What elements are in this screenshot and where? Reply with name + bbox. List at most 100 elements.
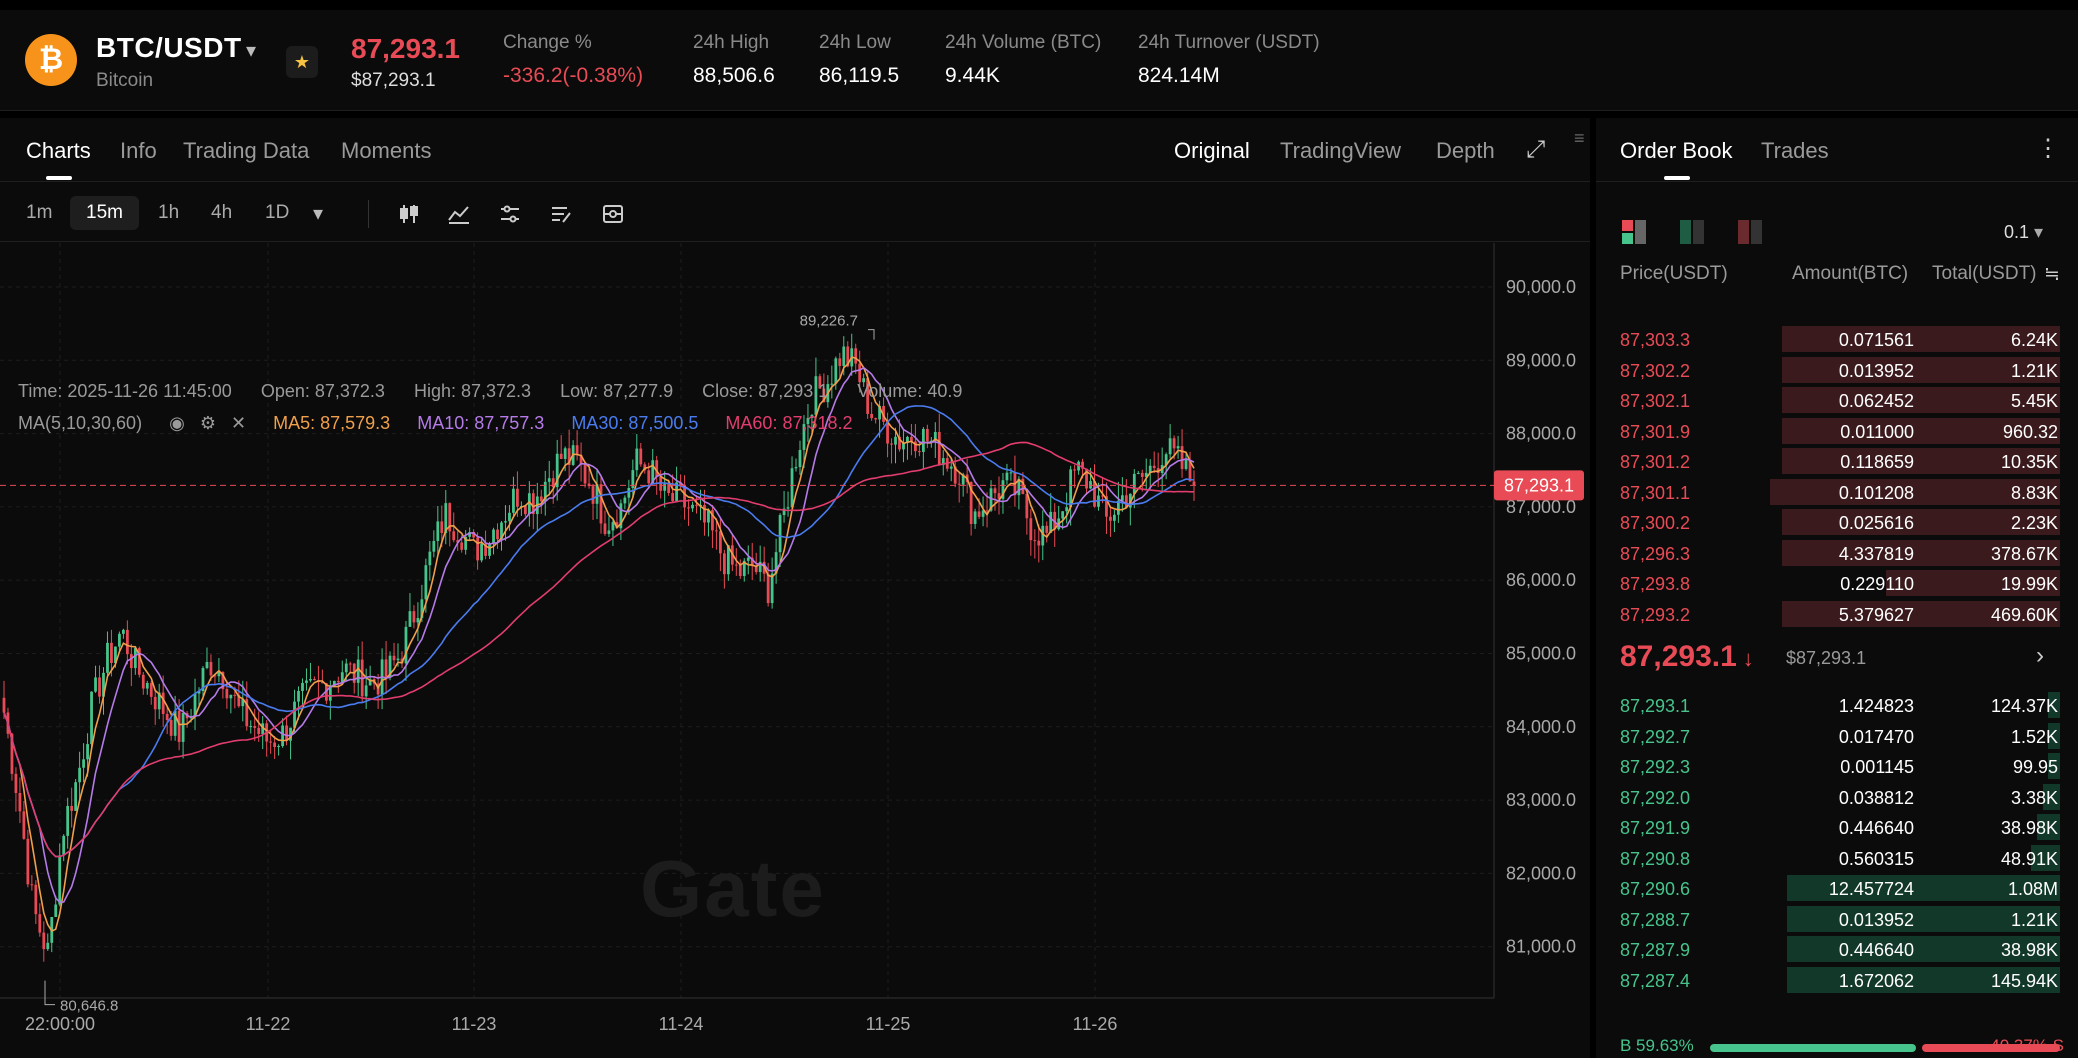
- bid-row[interactable]: 87,291.9 0.446640 38.98K: [1596, 812, 2078, 842]
- total-toggle-icon[interactable]: ≒: [2044, 264, 2060, 285]
- bid-total: 124.37K: [1990, 696, 2058, 716]
- candlestick-chart[interactable]: 90,000.0 89,000.0 88,000.0 87,000.0 86,000.0…: [0, 243, 1590, 1058]
- bid-row[interactable]: 87,290.6 12.457724 1.08M: [1596, 873, 2078, 903]
- tab-info[interactable]: Info: [120, 138, 157, 163]
- tab-charts[interactable]: Charts: [26, 138, 91, 163]
- chevron-right-icon[interactable]: ›: [2036, 642, 2044, 669]
- caret-down-icon[interactable]: ▾: [246, 40, 257, 62]
- candle-body: [94, 677, 97, 692]
- price-chart[interactable]: 90,000.0 89,000.0 88,000.0 87,000.0 86,000.0…: [0, 243, 1590, 1058]
- candle-body: [161, 692, 165, 714]
- bid-amount: 0.038812: [1838, 787, 1914, 808]
- candle-body: [157, 692, 161, 710]
- bid-row[interactable]: 87,287.9 0.446640 38.98K: [1596, 934, 2078, 964]
- fullscreen-icon[interactable]: ⤢: [1526, 136, 1546, 163]
- candle-body: [26, 838, 30, 885]
- candle-body: [181, 713, 185, 742]
- candle-body: [818, 376, 822, 389]
- candle-body: [46, 942, 50, 950]
- candle-body: [814, 376, 818, 415]
- timeframe-15m[interactable]: 15m: [70, 196, 139, 230]
- candle-body: [822, 388, 826, 403]
- candle-body: [726, 545, 730, 575]
- candle-body: [153, 696, 157, 710]
- ask-row[interactable]: 87,303.3 0.071561 6.24K: [1596, 324, 2078, 354]
- candle-body: [408, 611, 412, 627]
- bid-row[interactable]: 87,290.8 0.560315 48.91K: [1596, 843, 2078, 873]
- tab-trades[interactable]: Trades: [1761, 138, 1829, 163]
- candle-body: [428, 551, 432, 566]
- ask-row[interactable]: 87,301.2 0.118659 10.35K: [1596, 446, 2078, 476]
- pair-selector[interactable]: BTC/USDT: [96, 32, 242, 63]
- ask-row[interactable]: 87,296.3 4.337819 378.67K: [1596, 538, 2078, 568]
- candle-body: [58, 855, 62, 905]
- mid-price: 87,293.1 ↓: [1620, 640, 1754, 674]
- tab-tradingview[interactable]: TradingView: [1280, 138, 1402, 163]
- bid-row[interactable]: 87,292.3 0.001145 99.95: [1596, 751, 2078, 781]
- close-icon[interactable]: ✕: [230, 413, 247, 433]
- bid-row[interactable]: 87,288.7 0.013952 1.21K: [1596, 904, 2078, 934]
- candle-body: [177, 710, 181, 742]
- tab-original[interactable]: Original: [1174, 138, 1250, 163]
- eye-icon[interactable]: ◉: [169, 413, 185, 433]
- more-options-icon[interactable]: ⋮: [2036, 135, 2060, 162]
- candle-body: [997, 493, 1001, 499]
- y-tick-label: 88,000.0: [1506, 424, 1576, 444]
- candle-body: [834, 358, 838, 384]
- candle-body: [798, 449, 802, 468]
- tab-trading-data[interactable]: Trading Data: [183, 138, 310, 163]
- candle-body: [750, 557, 754, 566]
- candle-body: [1120, 495, 1124, 501]
- candle-body: [894, 436, 897, 445]
- x-tick-label: 11-26: [1073, 1014, 1118, 1034]
- ask-row[interactable]: 87,301.9 0.011000 960.32: [1596, 416, 2078, 446]
- stat-change: Change % -336.2(-0.38%): [503, 32, 643, 88]
- layout-icon[interactable]: [601, 202, 625, 226]
- ask-row[interactable]: 87,302.1 0.062452 5.45K: [1596, 385, 2078, 415]
- tab-depth[interactable]: Depth: [1436, 138, 1495, 163]
- candle-body: [368, 679, 372, 686]
- candle-body: [611, 522, 615, 531]
- candle-body: [711, 510, 714, 531]
- ask-row[interactable]: 87,293.2 5.379627 469.60K: [1596, 599, 2078, 629]
- view-bids-icon[interactable]: [1678, 218, 1706, 246]
- candle-body: [289, 727, 292, 741]
- timeframe-1h[interactable]: 1h: [158, 202, 180, 223]
- candle-body: [348, 663, 352, 665]
- ask-row[interactable]: 87,302.2 0.013952 1.21K: [1596, 355, 2078, 385]
- bid-row[interactable]: 87,292.0 0.038812 3.38K: [1596, 782, 2078, 812]
- bid-row[interactable]: 87,287.4 1.672062 145.94K: [1596, 965, 2078, 995]
- candle-body: [1132, 473, 1136, 494]
- candle-body: [201, 667, 205, 692]
- candle-body: [261, 723, 265, 734]
- candle-body: [715, 530, 718, 532]
- timeframe-caret-down-icon[interactable]: ▾: [312, 203, 324, 225]
- bid-row[interactable]: 87,292.7 0.017470 1.52K: [1596, 721, 2078, 751]
- timeframe-1m[interactable]: 1m: [26, 202, 53, 223]
- candle-body: [830, 383, 834, 385]
- ask-row[interactable]: 87,293.8 0.229110 19.99K: [1596, 568, 2078, 598]
- view-both-icon[interactable]: [1620, 218, 1648, 246]
- favorite-star-icon[interactable]: ★: [286, 46, 318, 78]
- bid-row[interactable]: 87,293.1 1.424823 124.37K: [1596, 690, 2078, 720]
- timeframe-4h[interactable]: 4h: [211, 202, 233, 223]
- candle-body: [440, 521, 444, 533]
- timeframe-1d[interactable]: 1D: [265, 202, 290, 223]
- tab-order-book[interactable]: Order Book: [1620, 138, 1733, 163]
- view-asks-icon[interactable]: [1736, 218, 1764, 246]
- candle-body: [1041, 525, 1045, 546]
- drawing-tools-icon[interactable]: [549, 202, 573, 226]
- panel-menu-icon[interactable]: ≡: [1574, 128, 1585, 148]
- ask-row[interactable]: 87,300.2 0.025616 2.23K: [1596, 507, 2078, 537]
- tab-moments[interactable]: Moments: [341, 138, 432, 163]
- x-tick-label: 11-24: [659, 1014, 704, 1034]
- settings-icon[interactable]: ⚙: [199, 413, 216, 433]
- precision-selector[interactable]: 0.1 ▾: [2004, 222, 2043, 243]
- indicators-icon[interactable]: [447, 202, 471, 226]
- candle-type-icon[interactable]: [397, 202, 421, 226]
- ask-total: 2.23K: [2010, 513, 2058, 533]
- ask-row[interactable]: 87,301.1 0.101208 8.83K: [1596, 477, 2078, 507]
- candle-body: [953, 466, 957, 484]
- settings-sliders-icon[interactable]: [498, 202, 522, 226]
- candle-body: [806, 417, 810, 425]
